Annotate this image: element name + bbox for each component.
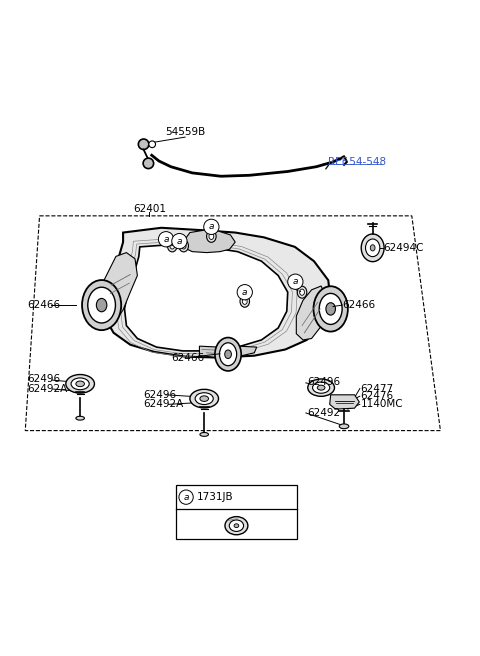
Ellipse shape bbox=[313, 286, 348, 331]
Ellipse shape bbox=[71, 378, 89, 390]
Ellipse shape bbox=[317, 385, 325, 390]
Ellipse shape bbox=[82, 280, 121, 330]
Ellipse shape bbox=[225, 517, 248, 535]
Ellipse shape bbox=[96, 298, 107, 312]
Ellipse shape bbox=[195, 393, 213, 405]
Text: 62466: 62466 bbox=[171, 353, 204, 363]
Circle shape bbox=[204, 219, 219, 234]
Circle shape bbox=[179, 490, 193, 504]
Text: REF.54-548: REF.54-548 bbox=[328, 157, 386, 167]
Text: 62492A: 62492A bbox=[144, 400, 184, 409]
Ellipse shape bbox=[149, 141, 156, 148]
Polygon shape bbox=[296, 286, 328, 340]
Ellipse shape bbox=[138, 139, 149, 150]
Text: a: a bbox=[183, 493, 189, 502]
Ellipse shape bbox=[170, 243, 175, 249]
Text: 62492: 62492 bbox=[307, 408, 340, 418]
Ellipse shape bbox=[319, 293, 342, 325]
Ellipse shape bbox=[190, 389, 218, 408]
Ellipse shape bbox=[370, 245, 375, 251]
Circle shape bbox=[172, 234, 187, 249]
Text: 62466: 62466 bbox=[343, 300, 376, 310]
Ellipse shape bbox=[297, 286, 307, 298]
Text: 62466: 62466 bbox=[27, 300, 60, 310]
Text: 62492A: 62492A bbox=[27, 384, 67, 394]
Ellipse shape bbox=[219, 343, 237, 365]
Ellipse shape bbox=[181, 243, 186, 249]
Polygon shape bbox=[104, 253, 137, 321]
Ellipse shape bbox=[143, 158, 154, 169]
Text: 1140MC: 1140MC bbox=[361, 400, 403, 409]
Ellipse shape bbox=[339, 424, 349, 428]
Ellipse shape bbox=[168, 240, 177, 252]
Ellipse shape bbox=[179, 240, 189, 252]
Ellipse shape bbox=[200, 432, 208, 436]
Text: a: a bbox=[163, 235, 169, 244]
Ellipse shape bbox=[200, 396, 208, 401]
Text: 62496: 62496 bbox=[307, 377, 340, 387]
Text: 62401: 62401 bbox=[133, 204, 166, 214]
Text: a: a bbox=[209, 222, 214, 232]
Polygon shape bbox=[104, 228, 331, 358]
Ellipse shape bbox=[240, 295, 250, 307]
Ellipse shape bbox=[234, 523, 239, 527]
Text: a: a bbox=[242, 288, 248, 297]
Ellipse shape bbox=[312, 382, 330, 393]
Ellipse shape bbox=[76, 381, 84, 386]
Polygon shape bbox=[330, 395, 360, 409]
Ellipse shape bbox=[229, 520, 243, 531]
Ellipse shape bbox=[361, 234, 384, 262]
Polygon shape bbox=[199, 346, 257, 358]
Text: 62477: 62477 bbox=[361, 384, 394, 394]
Text: 62496: 62496 bbox=[27, 374, 60, 384]
Ellipse shape bbox=[326, 302, 336, 315]
Ellipse shape bbox=[206, 230, 216, 242]
Ellipse shape bbox=[300, 289, 304, 295]
Text: a: a bbox=[293, 277, 298, 286]
Ellipse shape bbox=[215, 338, 241, 371]
Polygon shape bbox=[184, 230, 235, 253]
Text: 62496: 62496 bbox=[144, 390, 177, 400]
Ellipse shape bbox=[76, 417, 84, 420]
Text: 62476: 62476 bbox=[361, 391, 394, 401]
Bar bbox=[176, 485, 297, 539]
Text: 54559B: 54559B bbox=[165, 127, 205, 137]
Text: 1731JB: 1731JB bbox=[197, 492, 234, 502]
Ellipse shape bbox=[88, 287, 116, 323]
Circle shape bbox=[237, 285, 252, 300]
Ellipse shape bbox=[66, 375, 95, 393]
Polygon shape bbox=[124, 245, 288, 351]
Ellipse shape bbox=[225, 350, 231, 359]
Ellipse shape bbox=[365, 239, 380, 256]
Ellipse shape bbox=[308, 379, 335, 396]
Ellipse shape bbox=[242, 298, 247, 304]
Text: a: a bbox=[177, 237, 182, 245]
Circle shape bbox=[158, 232, 174, 247]
Text: 62494C: 62494C bbox=[383, 243, 424, 253]
Ellipse shape bbox=[209, 234, 214, 239]
Circle shape bbox=[288, 274, 303, 289]
